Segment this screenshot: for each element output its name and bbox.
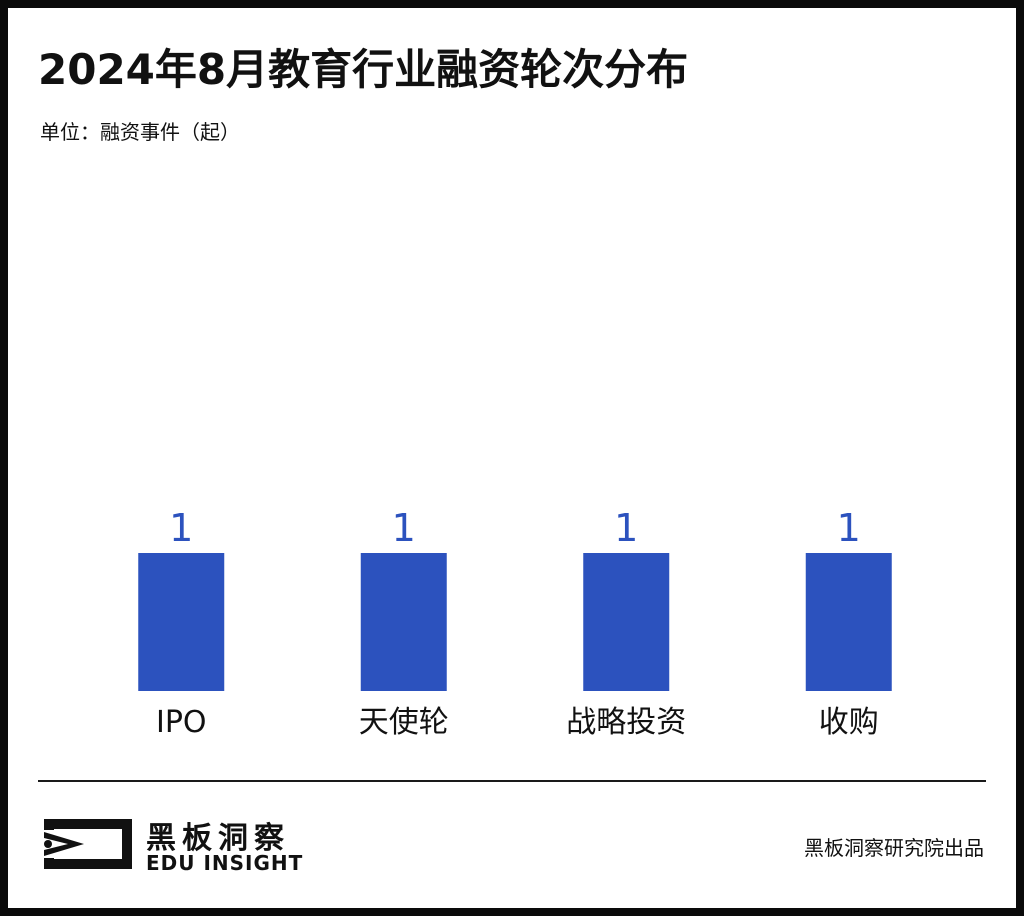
category-label-1: 天使轮 [359,705,449,740]
category-label-2: 战略投资 [566,705,686,740]
bar-2 [583,553,670,691]
bar-0 [138,553,225,691]
chart-unit-label: 单位：融资事件（起） [40,120,240,144]
eye-in-frame-logo-icon [44,819,132,869]
chart-title: 2024年8月教育行业融资轮次分布 [38,45,689,94]
category-label-0: IPO [156,705,207,740]
bar-3 [805,553,892,691]
brand-name-cn: 黑板洞察 [146,821,290,856]
bar-value-label-2: 1 [614,506,638,550]
brand-name-en: EDU INSIGHT [146,851,304,875]
category-label-3: 收购 [819,705,879,740]
footer-divider [38,780,986,782]
credit-text: 黑板洞察研究院出品 [804,836,984,860]
bar-value-label-0: 1 [169,506,193,550]
bar-value-label-3: 1 [837,506,861,550]
bar-value-label-1: 1 [392,506,416,550]
bar-1 [360,553,447,691]
